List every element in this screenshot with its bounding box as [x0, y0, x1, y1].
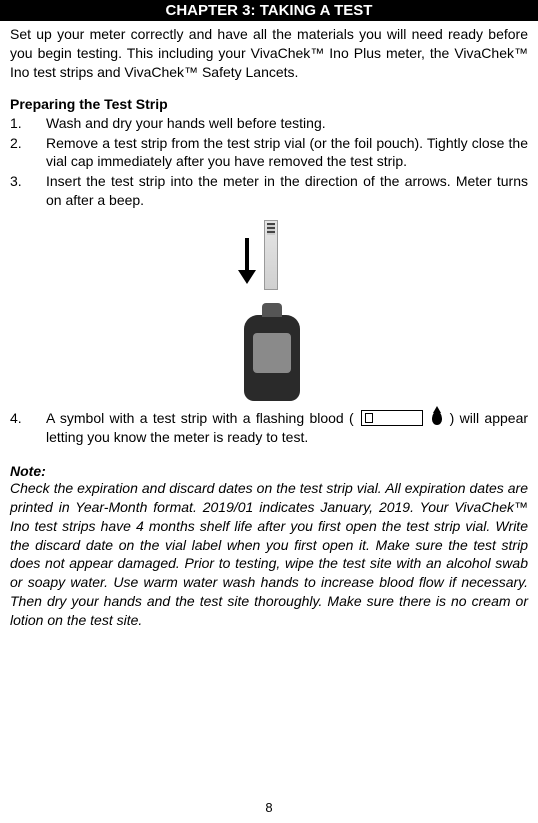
step-item: 3. Insert the test strip into the meter …: [10, 172, 528, 210]
strip-symbol-icon: [361, 410, 423, 426]
steps-list: 1. Wash and dry your hands well before t…: [10, 114, 528, 210]
step-number: 1.: [10, 114, 46, 133]
note-title: Note:: [10, 463, 528, 479]
test-strip-icon: [264, 220, 278, 290]
chapter-header: CHAPTER 3: TAKING A TEST: [0, 0, 538, 21]
step-text: Remove a test strip from the test strip …: [46, 134, 528, 172]
section-title: Preparing the Test Strip: [10, 96, 528, 112]
down-arrow-icon: [240, 238, 254, 288]
page-number: 8: [0, 800, 538, 815]
step-text: A symbol with a test strip with a flashi…: [46, 409, 528, 447]
step-item: 4. A symbol with a test strip with a fla…: [10, 409, 528, 447]
step-text: Wash and dry your hands well before test…: [46, 114, 528, 133]
blood-drop-icon: [432, 411, 442, 425]
steps-list-cont: 4. A symbol with a test strip with a fla…: [10, 409, 528, 447]
meter-icon: [244, 315, 300, 401]
note-body: Check the expiration and discard dates o…: [10, 479, 528, 630]
step4-pre: A symbol with a test strip with a flashi…: [46, 410, 354, 426]
step-item: 1. Wash and dry your hands well before t…: [10, 114, 528, 133]
step-item: 2. Remove a test strip from the test str…: [10, 134, 528, 172]
step-text: Insert the test strip into the meter in …: [46, 172, 528, 210]
intro-text: Set up your meter correctly and have all…: [10, 25, 528, 82]
step-number: 3.: [10, 172, 46, 210]
step-number: 4.: [10, 409, 46, 447]
step-number: 2.: [10, 134, 46, 172]
insert-strip-diagram: [10, 220, 528, 403]
